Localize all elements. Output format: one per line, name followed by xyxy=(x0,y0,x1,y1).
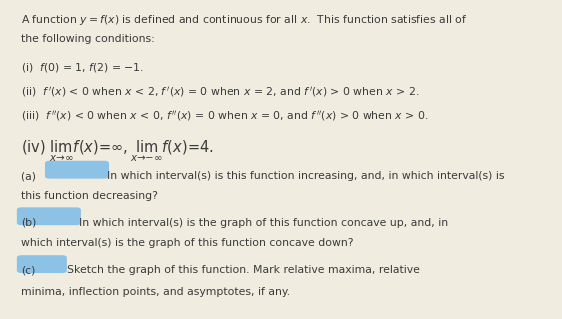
Text: (i)  $f$(0) = 1, $f$(2) = $-$1.: (i) $f$(0) = 1, $f$(2) = $-$1. xyxy=(21,61,144,74)
FancyBboxPatch shape xyxy=(17,255,67,273)
Text: (iv) $\lim_{x\to\infty} f(x) = \infty, \lim_{x\to-\infty} f(x) = 4.$: (iv) $\lim_{x\to\infty} f(x) = \infty, \… xyxy=(21,139,214,164)
Text: which interval(s) is the graph of this function concave down?: which interval(s) is the graph of this f… xyxy=(21,238,354,248)
Text: In which interval(s) is the graph of this function concave up, and, in: In which interval(s) is the graph of thi… xyxy=(79,218,448,227)
Text: A function $y = f(x)$ is defined and continuous for all $x$.  This function sati: A function $y = f(x)$ is defined and con… xyxy=(21,13,468,27)
FancyBboxPatch shape xyxy=(17,207,81,225)
Text: minima, inflection points, and asymptotes, if any.: minima, inflection points, and asymptote… xyxy=(21,287,291,297)
Text: the following conditions:: the following conditions: xyxy=(21,34,155,44)
Text: (b): (b) xyxy=(21,218,37,227)
Text: (c): (c) xyxy=(21,265,36,275)
Text: (ii)  $f\,'$($x$) < 0 when $x$ < 2, $f\,'$($x$) = 0 when $x$ = 2, and $f\,'$($x$: (ii) $f\,'$($x$) < 0 when $x$ < 2, $f\,'… xyxy=(21,85,420,99)
FancyBboxPatch shape xyxy=(45,161,109,179)
Text: Sketch the graph of this function. Mark relative maxima, relative: Sketch the graph of this function. Mark … xyxy=(67,265,420,275)
Text: In which interval(s) is this function increasing, and, in which interval(s) is: In which interval(s) is this function in… xyxy=(107,171,504,181)
Text: (a): (a) xyxy=(21,171,40,181)
Text: (iii)  $f\,''$($x$) < 0 when $x$ < 0, $f\,''$($x$) = 0 when $x$ = 0, and $f\,''$: (iii) $f\,''$($x$) < 0 when $x$ < 0, $f\… xyxy=(21,109,429,123)
Text: this function decreasing?: this function decreasing? xyxy=(21,191,158,201)
